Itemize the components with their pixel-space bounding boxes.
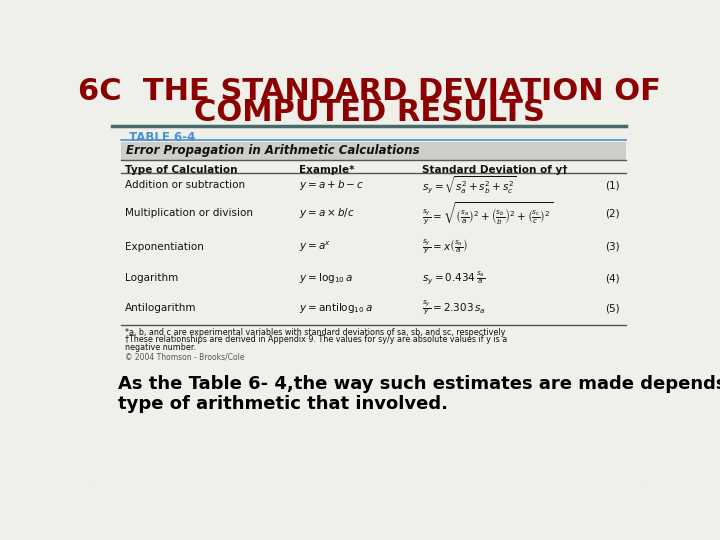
- Text: Type of Calculation: Type of Calculation: [125, 165, 238, 174]
- Text: $\frac{s_y}{y} = x\left(\frac{s_a}{a}\right)$: $\frac{s_y}{y} = x\left(\frac{s_a}{a}\ri…: [422, 237, 468, 256]
- Text: Error Propagation in Arithmetic Calculations: Error Propagation in Arithmetic Calculat…: [126, 144, 420, 157]
- Text: As the Table 6- 4,the way such estimates are made depends on the: As the Table 6- 4,the way such estimates…: [118, 375, 720, 393]
- Text: (4): (4): [606, 273, 620, 283]
- FancyBboxPatch shape: [86, 62, 652, 484]
- Text: 6C  THE STANDARD DEVIATION OF: 6C THE STANDARD DEVIATION OF: [78, 77, 660, 106]
- Text: (5): (5): [606, 303, 620, 313]
- Text: negative number.: negative number.: [125, 342, 196, 352]
- Text: Exponentiation: Exponentiation: [125, 241, 204, 252]
- Text: Addition or subtraction: Addition or subtraction: [125, 180, 246, 191]
- Text: Logarithm: Logarithm: [125, 273, 179, 283]
- Text: Example*: Example*: [300, 165, 355, 174]
- Text: $y = \log_{10} a$: $y = \log_{10} a$: [300, 271, 354, 285]
- Text: © 2004 Thomson - Brooks/Cole: © 2004 Thomson - Brooks/Cole: [125, 353, 245, 362]
- Text: $y = a + b - c$: $y = a + b - c$: [300, 178, 364, 192]
- Text: †These relationships are derived in Appendix 9. The values for sy/y are absolute: †These relationships are derived in Appe…: [125, 335, 508, 344]
- FancyBboxPatch shape: [121, 141, 626, 160]
- Text: (1): (1): [606, 180, 620, 191]
- Text: $\frac{s_y}{y} = 2.303\, s_a$: $\frac{s_y}{y} = 2.303\, s_a$: [422, 299, 486, 318]
- Text: TABLE 6-4: TABLE 6-4: [129, 131, 195, 144]
- Text: $y = \mathrm{antilog}_{10}\, a$: $y = \mathrm{antilog}_{10}\, a$: [300, 301, 373, 315]
- Text: $y = a \times b/c$: $y = a \times b/c$: [300, 206, 355, 220]
- Text: $y = a^x$: $y = a^x$: [300, 239, 332, 254]
- Text: $s_y = \sqrt{s_a^2 + s_b^2 + s_c^2}$: $s_y = \sqrt{s_a^2 + s_b^2 + s_c^2}$: [422, 175, 516, 196]
- Text: Multiplication or division: Multiplication or division: [125, 208, 253, 218]
- Text: $\frac{s_y}{y} = \sqrt{\left(\frac{s_a}{a}\right)^2 + \left(\frac{s_b}{b}\right): $\frac{s_y}{y} = \sqrt{\left(\frac{s_a}{…: [422, 200, 553, 227]
- Text: type of arithmetic that involved.: type of arithmetic that involved.: [118, 395, 448, 413]
- Text: $s_y = 0.434\,\frac{s_a}{a}$: $s_y = 0.434\,\frac{s_a}{a}$: [422, 270, 485, 286]
- Text: Antilogarithm: Antilogarithm: [125, 303, 197, 313]
- Text: Standard Deviation of y†: Standard Deviation of y†: [422, 165, 567, 174]
- Text: (2): (2): [606, 208, 620, 218]
- Text: (3): (3): [606, 241, 620, 252]
- Text: *a, b, and c are experimental variables with standard deviations of sa, sb, and : *a, b, and c are experimental variables …: [125, 328, 505, 336]
- Text: COMPUTED RESULTS: COMPUTED RESULTS: [194, 98, 544, 127]
